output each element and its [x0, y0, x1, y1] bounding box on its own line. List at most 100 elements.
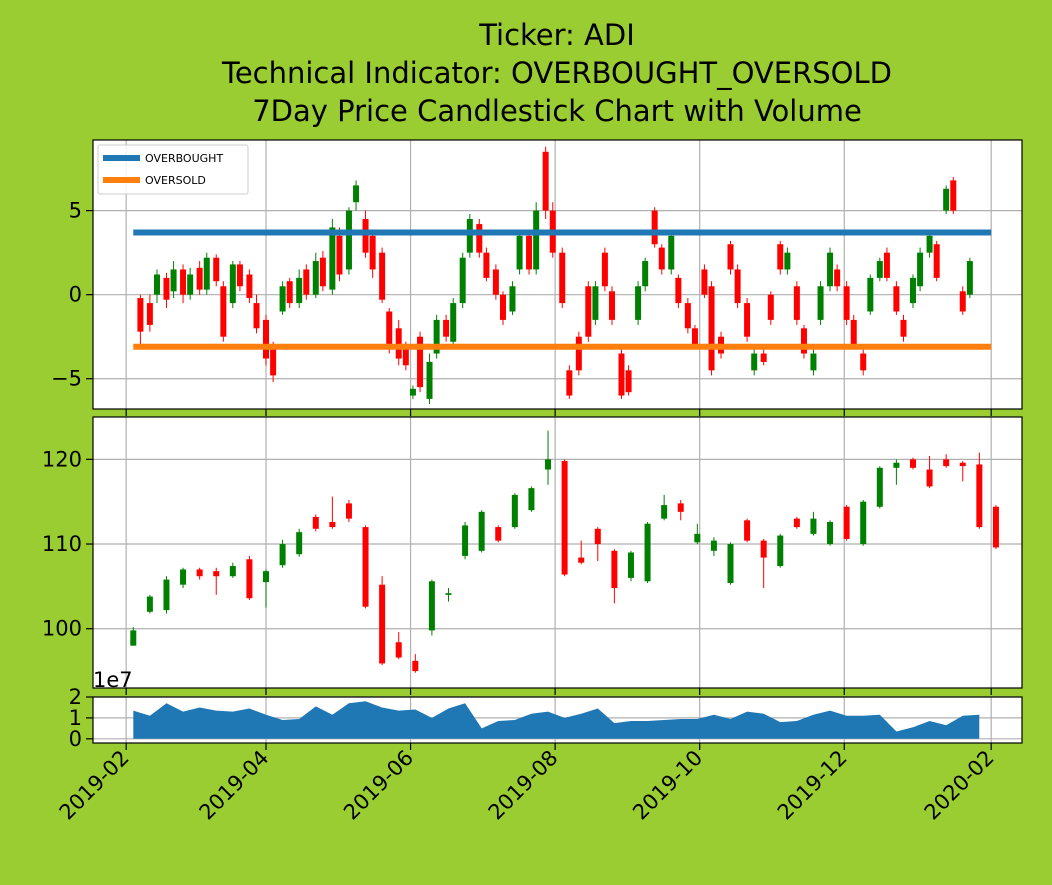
candle-body-26	[353, 185, 360, 203]
candle-body-78	[784, 252, 791, 270]
candle-body-80	[800, 328, 807, 354]
candle-body-21	[478, 511, 485, 551]
candle-body-83	[827, 252, 834, 287]
candle-body-89	[876, 261, 883, 278]
candle-body-2	[153, 274, 160, 295]
candle-body-72	[734, 269, 741, 304]
candle-body-88	[867, 277, 874, 312]
indicator-panel: −5 0 5	[51, 139, 1023, 416]
candle-body-26	[561, 461, 568, 575]
candle-body-43	[843, 506, 850, 539]
candle-body-20	[303, 269, 310, 295]
candle-body-57	[609, 291, 616, 320]
x-tick-label-0: 2019-02	[55, 746, 134, 825]
candle-body-38	[760, 540, 767, 558]
candle-body-39	[459, 257, 466, 304]
candle-body-91	[893, 286, 900, 312]
candle-body-25	[345, 210, 352, 270]
candle-body-11	[229, 264, 236, 304]
candle-body-38	[450, 303, 457, 342]
candle-body-37	[443, 319, 450, 337]
candle-body-21	[312, 261, 319, 295]
candle-body-98	[950, 180, 957, 211]
candle-body-42	[483, 252, 490, 278]
legend-label-oversold: OVERSOLD	[145, 174, 206, 187]
candle-body-69	[708, 286, 715, 371]
volume-area	[133, 701, 980, 739]
candle-body-8	[263, 571, 270, 583]
candle-body-46	[516, 235, 523, 270]
candle-body-65	[675, 277, 682, 304]
candle-body-94	[917, 252, 924, 287]
candle-body-81	[810, 353, 817, 371]
candle-body-47	[909, 459, 916, 468]
chart-title-line-3: 7Day Price Candlestick Chart with Volume	[252, 94, 862, 128]
candle-body-3	[163, 277, 170, 300]
y-tick-label-2: 5	[69, 199, 82, 223]
y-tick-label-1: 0	[69, 283, 82, 307]
candle-body-47	[526, 235, 533, 270]
x-tick-label-5: 2019-12	[773, 746, 852, 825]
candle-body-31	[395, 328, 402, 359]
candle-body-44	[499, 294, 506, 320]
candle-body-0	[137, 298, 144, 332]
candle-body-29	[379, 252, 386, 300]
candle-body-54	[585, 286, 592, 337]
candle-body-6	[229, 566, 236, 577]
candle-body-46	[893, 462, 900, 468]
candle-body-7	[196, 267, 203, 290]
candle-body-64	[668, 235, 675, 270]
candle-body-10	[296, 532, 303, 555]
candle-body-51	[976, 464, 983, 528]
y-tick-label-0: −5	[51, 367, 82, 391]
candle-body-67	[691, 328, 698, 346]
candle-body-58	[618, 353, 625, 396]
candle-body-9	[279, 544, 286, 566]
candle-body-40	[793, 518, 800, 528]
price-panel: 100 110 120	[42, 416, 1023, 695]
x-tick-label-4: 2019-10	[628, 746, 707, 825]
candle-body-61	[642, 261, 649, 287]
candle-body-79	[793, 286, 800, 320]
chart-title-line-1: Ticker: ADI	[478, 18, 635, 52]
candle-body-14	[362, 527, 369, 607]
x-tick-label-1: 2019-04	[195, 746, 274, 825]
candle-body-59	[625, 370, 632, 393]
x-tick-label-2: 2019-06	[339, 746, 418, 825]
candle-body-73	[744, 303, 751, 337]
candle-body-99	[959, 291, 966, 312]
plot-frame	[92, 696, 1023, 744]
candle-body-4	[196, 569, 203, 577]
candle-body-56	[601, 252, 608, 287]
candle-body-33	[677, 503, 684, 512]
candle-body-5	[180, 269, 187, 295]
candle-body-22	[319, 257, 326, 287]
candle-body-19	[296, 277, 303, 304]
candle-body-14	[253, 303, 260, 329]
candle-body-44	[860, 501, 867, 545]
volume-offset-label: 1e7	[93, 668, 133, 692]
y-tick-label-0: 0	[69, 727, 82, 751]
candle-body-2	[163, 579, 170, 611]
y-tick-label-2: 120	[42, 447, 82, 471]
y-tick-label-2: 2	[69, 685, 82, 709]
candle-body-37	[744, 520, 751, 541]
candle-body-17	[279, 286, 286, 312]
candle-body-74	[751, 353, 758, 371]
candle-body-62	[651, 210, 658, 245]
candle-body-53	[575, 336, 582, 371]
candle-body-19	[445, 593, 452, 595]
candle-body-84	[834, 269, 841, 287]
candle-body-60	[635, 286, 642, 320]
candle-body-96	[933, 244, 940, 278]
candle-body-27	[578, 557, 585, 563]
candle-body-24	[528, 488, 535, 511]
legend: OVERBOUGHT OVERSOLD	[97, 144, 249, 195]
candle-body-43	[492, 269, 499, 295]
candle-body-77	[777, 244, 784, 270]
candle-body-18	[428, 581, 435, 631]
candle-body-42	[827, 522, 834, 545]
candle-body-27	[362, 219, 369, 253]
candle-body-41	[810, 518, 817, 534]
chart-title-line-2: Technical Indicator: OVERBOUGHT_OVERSOLD	[221, 56, 892, 90]
